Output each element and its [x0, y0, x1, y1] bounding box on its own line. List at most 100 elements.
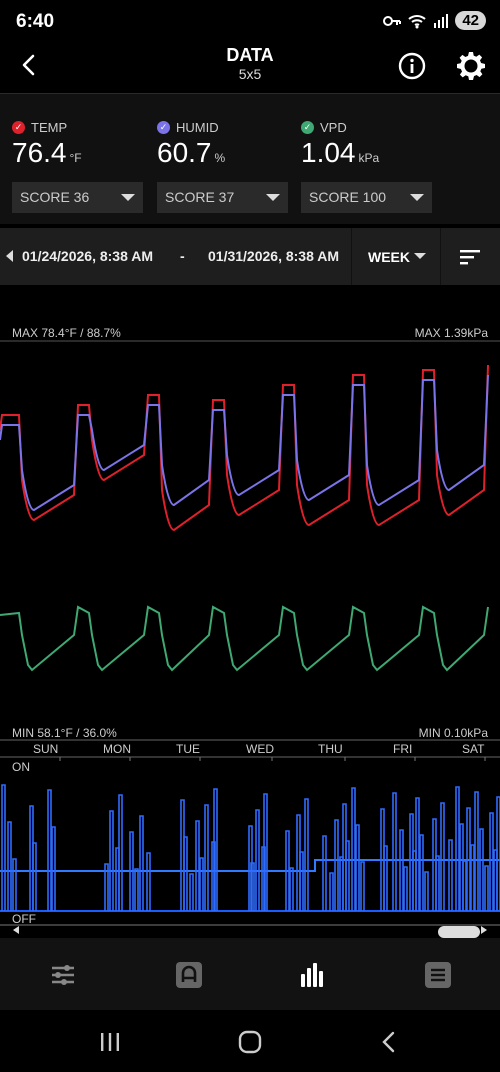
automation-icon[interactable]	[174, 960, 204, 990]
metric-humid: ✓ HUMID 60.7%	[157, 120, 225, 169]
notes-icon[interactable]	[423, 960, 453, 990]
device-pulse	[129, 831, 134, 911]
info-icon[interactable]	[397, 51, 427, 81]
metric-temp: ✓ TEMP 76.4 °F	[12, 120, 82, 169]
gear-icon[interactable]	[455, 50, 487, 82]
device-pulse	[195, 820, 200, 911]
metric-temp-value: 76.4	[12, 137, 67, 168]
range-start[interactable]: 01/24/2026, 8:38 AM	[22, 248, 154, 264]
chart-min-left: MIN 58.1°F / 36.0%	[12, 726, 117, 740]
day-label: MON	[103, 742, 131, 756]
bottom-nav	[0, 938, 500, 1010]
device-pulse	[355, 824, 360, 911]
chart-max-left: MAX 78.4°F / 88.7%	[12, 326, 121, 340]
score-humid-dropdown[interactable]: SCORE 37	[157, 182, 288, 213]
home-icon[interactable]	[238, 1030, 262, 1054]
device-pulse	[7, 821, 12, 911]
chevron-down-icon	[121, 194, 135, 201]
score-temp-label: SCORE 36	[20, 189, 90, 205]
chart-min-right: MIN 0.10kPa	[418, 726, 488, 740]
metric-temp-label: TEMP	[31, 120, 68, 135]
vpd-line	[0, 605, 489, 672]
chevron-down-icon	[410, 194, 424, 201]
device-pulse	[255, 809, 260, 911]
day-label: SUN	[33, 742, 59, 756]
device-pulse	[289, 867, 294, 911]
sliders-icon[interactable]	[48, 960, 78, 990]
metric-humid-label: HUMID	[176, 120, 219, 135]
device-pulse	[146, 852, 151, 911]
device-pulse	[285, 830, 290, 911]
device-onoff-lines	[0, 784, 500, 912]
chevron-down-icon	[266, 194, 280, 201]
scroll-left-icon[interactable]	[13, 926, 19, 934]
on-label: ON	[12, 760, 30, 774]
device-pulse	[47, 789, 52, 911]
recents-icon[interactable]	[98, 1030, 122, 1054]
device-pulse	[189, 873, 194, 911]
chart-area[interactable]: MAX 78.4°F / 88.7% MAX 1.39kPa MIN 58.1°…	[0, 285, 500, 938]
scroll-right-icon[interactable]	[481, 926, 487, 934]
score-vpd-dropdown[interactable]: SCORE 100	[301, 182, 432, 213]
range-end[interactable]: 01/31/2026, 8:38 AM	[208, 248, 340, 264]
device-pulse	[415, 797, 420, 911]
score-humid-label: SCORE 37	[165, 189, 235, 205]
device-pulse	[334, 819, 339, 911]
device-pulse	[466, 807, 471, 911]
wifi-icon	[408, 14, 426, 28]
vpd-check-icon: ✓	[301, 121, 314, 134]
device-pulse	[489, 812, 494, 911]
range-separator: -	[180, 248, 185, 264]
chart-max-right: MAX 1.39kPa	[414, 326, 488, 340]
device-pulse	[134, 868, 139, 911]
device-pulse	[474, 791, 479, 911]
device-pulse	[399, 829, 404, 911]
device-pulse	[351, 787, 356, 911]
battery-indicator: 42	[455, 11, 486, 30]
device-pulse	[109, 810, 114, 911]
device-pulse	[383, 845, 388, 911]
device-pulse	[12, 858, 17, 911]
device-pulse	[322, 835, 327, 911]
off-label: OFF	[12, 912, 36, 926]
metric-humid-unit: %	[214, 151, 226, 165]
status-bar: 6:40 42	[0, 0, 500, 44]
device-pulse	[250, 862, 255, 911]
page-title: DATA	[226, 45, 274, 65]
device-pulse	[51, 826, 56, 911]
period-dropdown[interactable]: WEEK	[351, 228, 441, 285]
device-pulse	[496, 796, 500, 911]
key-icon	[383, 15, 402, 26]
back-nav-icon[interactable]	[378, 1030, 402, 1054]
device-pulse	[1, 784, 6, 911]
device-pulse	[304, 798, 309, 911]
device-pulse	[204, 804, 209, 911]
page-subtitle: 5x5	[238, 66, 262, 82]
device-pulse	[424, 871, 429, 911]
device-pulse	[299, 851, 304, 911]
device-pulse	[440, 802, 445, 911]
device-pulse	[403, 866, 408, 911]
previous-range-icon[interactable]	[6, 250, 13, 262]
score-temp-dropdown[interactable]: SCORE 36	[12, 182, 143, 213]
status-icons: 42	[383, 11, 486, 30]
metrics-panel: ✓ TEMP 76.4 °F ✓ HUMID 60.7% ✓ VPD 1.04 kPa S…	[0, 94, 500, 224]
chart-scroll-thumb[interactable]	[438, 926, 480, 938]
app-header: DATA 5x5	[0, 44, 500, 94]
device-pulse	[139, 815, 144, 911]
data-icon[interactable]	[298, 960, 328, 990]
metric-humid-value: 60.7	[157, 137, 212, 168]
device-pulse	[462, 860, 467, 911]
system-nav	[0, 1010, 500, 1072]
device-pulse	[470, 844, 475, 911]
sort-icon[interactable]	[455, 246, 485, 268]
date-range-bar: 01/24/2026, 8:38 AM - 01/31/2026, 8:38 A…	[0, 228, 500, 285]
day-label: TUE	[176, 742, 200, 756]
device-pulse	[118, 794, 123, 911]
device-pulse	[32, 842, 37, 911]
metric-vpd-unit: kPa	[358, 151, 380, 165]
temp-humid-lines	[0, 364, 489, 532]
day-label: THU	[318, 742, 343, 756]
device-pulse	[213, 788, 218, 911]
back-icon[interactable]	[14, 50, 44, 80]
